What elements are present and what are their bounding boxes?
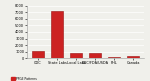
Bar (70, 53, 82, 58)
Bar (51, 11, 63, 58)
Bar (32, 51, 44, 58)
Bar (127, 56, 139, 58)
Bar (89, 53, 101, 58)
Legend: PFGE Patterns: PFGE Patterns (11, 77, 36, 81)
Bar (108, 57, 120, 58)
